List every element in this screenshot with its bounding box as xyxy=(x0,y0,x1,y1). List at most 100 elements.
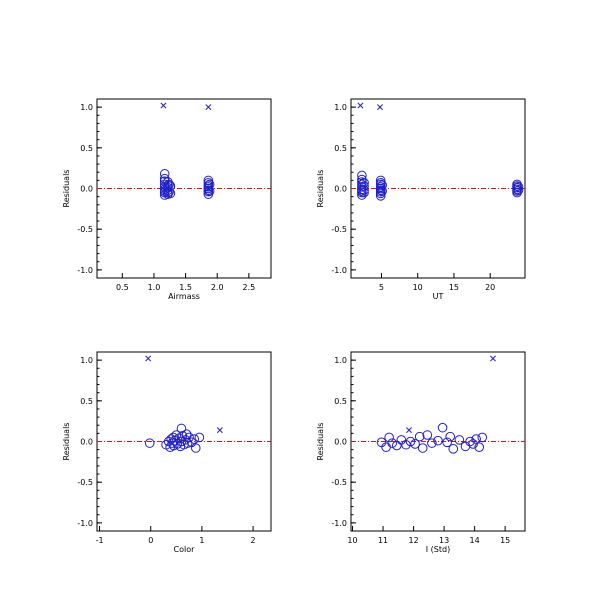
data-point-circle xyxy=(357,174,367,185)
y-tick-label: 1.0 xyxy=(334,356,347,365)
y-tick-label: 0.0 xyxy=(80,185,93,194)
y-tick-label: 0.0 xyxy=(334,438,347,447)
data-point-circle xyxy=(176,423,187,434)
data-point-cross xyxy=(145,355,152,362)
x-tick-label: 15 xyxy=(449,283,459,292)
y-tick-label: -0.5 xyxy=(331,225,347,234)
x-tick-label: 2.5 xyxy=(242,283,255,292)
data-point-circle xyxy=(387,438,398,448)
y-tick-label: 1.0 xyxy=(334,103,347,112)
x-axis-label: UT xyxy=(433,292,444,301)
data-point-circle xyxy=(513,185,524,195)
data-point-cross xyxy=(377,104,383,111)
cross-stroke xyxy=(145,355,152,362)
x-tick-label: 15 xyxy=(500,536,510,545)
x-tick-label: 2.0 xyxy=(211,283,224,292)
data-point-circle xyxy=(159,169,170,179)
data-point-circle xyxy=(357,187,367,198)
cross-stroke xyxy=(205,104,212,111)
data-point-circle xyxy=(468,439,478,449)
plot-panel-4: -1.0 -0.5 0.0 0.5 1.0 10 11 12 13 14 15 I (Std) Resi… xyxy=(316,351,526,554)
data-point-circle xyxy=(359,178,369,188)
data-point-circle xyxy=(512,187,522,198)
data-point-circle xyxy=(471,434,481,444)
data-point-circle xyxy=(165,188,176,199)
data-point-circle xyxy=(477,432,488,443)
data-point-circle xyxy=(448,444,459,454)
x-tick-label: 0 xyxy=(148,536,153,545)
x-tick-label: -1 xyxy=(96,536,104,545)
data-point-circle xyxy=(203,186,214,197)
cross-stroke xyxy=(160,102,167,109)
data-point-circle xyxy=(359,185,369,195)
x-axis-label: Color xyxy=(174,545,196,554)
data-point-circle xyxy=(410,439,420,449)
data-point-circle xyxy=(204,186,215,196)
cross-stroke xyxy=(489,355,496,362)
plot-panel-1: -1.0 -0.5 0.0 0.5 1.0 0.5 1.0 1.5 2.0 2.5 Airmass R… xyxy=(62,98,272,301)
x-tick-label: 5 xyxy=(379,283,384,292)
data-point-circle xyxy=(167,438,178,448)
y-tick-label: -0.5 xyxy=(77,225,93,234)
data-point-circle xyxy=(194,432,205,443)
plot-panel-3: -1.0 -0.5 0.0 0.5 1.0 -1 0 1 2 Color Residuals xyxy=(62,351,272,554)
x-axis-label: I (Std) xyxy=(426,545,450,554)
data-point-circle xyxy=(144,438,155,448)
data-point-circle xyxy=(377,180,387,191)
data-point-circle xyxy=(164,179,174,190)
data-point-circle xyxy=(417,443,428,453)
data-point-circle xyxy=(204,179,215,190)
x-tick-label: 20 xyxy=(485,283,495,292)
y-tick-label: 0.5 xyxy=(334,397,347,406)
data-point-circle xyxy=(359,181,369,191)
y-tick-label: 1.0 xyxy=(80,103,93,112)
y-tick-label: -1.0 xyxy=(331,519,347,528)
x-tick-label: 13 xyxy=(439,536,449,545)
y-tick-label: -0.5 xyxy=(77,478,93,487)
data-point-circle xyxy=(164,186,174,197)
y-axis-label: Residuals xyxy=(316,423,325,461)
data-point-circle xyxy=(405,436,416,447)
x-tick-label: 2 xyxy=(251,536,256,545)
cross-stroke xyxy=(377,104,383,111)
data-point-circle xyxy=(377,186,387,196)
data-point-cross xyxy=(216,427,223,434)
data-point-circle xyxy=(357,190,367,200)
y-tick-label: 0.0 xyxy=(80,438,93,447)
data-point-circle xyxy=(474,442,485,452)
data-point-cross xyxy=(205,104,212,111)
x-tick-label: 10 xyxy=(347,536,357,545)
x-tick-label: 1.5 xyxy=(179,283,192,292)
data-point-circle xyxy=(165,181,176,191)
y-axis-label: Residuals xyxy=(62,423,71,461)
y-tick-label: -1.0 xyxy=(331,266,347,275)
x-tick-label: 1 xyxy=(199,536,204,545)
data-point-circle xyxy=(445,431,456,442)
data-point-circle xyxy=(414,431,425,442)
x-axis-label: Airmass xyxy=(168,292,200,301)
cross-stroke xyxy=(406,427,412,434)
data-point-circle xyxy=(189,434,200,444)
data-point-circle xyxy=(427,438,437,448)
y-tick-label: -0.5 xyxy=(331,478,347,487)
y-tick-label: 0.0 xyxy=(334,185,347,194)
y-axis-label: Residuals xyxy=(316,170,325,208)
y-tick-label: 0.5 xyxy=(80,397,93,406)
data-point-circle xyxy=(442,437,452,448)
data-point-circle xyxy=(422,430,433,440)
cross-stroke xyxy=(216,427,223,434)
data-point-circle xyxy=(184,432,194,443)
y-tick-label: 0.5 xyxy=(334,144,347,153)
x-tick-label: 11 xyxy=(378,536,388,545)
y-tick-label: -1.0 xyxy=(77,266,93,275)
data-point-cross xyxy=(357,102,364,109)
data-point-circle xyxy=(359,187,369,198)
data-point-cross xyxy=(489,355,496,362)
data-point-circle xyxy=(190,443,201,453)
y-axis-label: Residuals xyxy=(62,170,71,208)
data-point-circle xyxy=(375,191,386,201)
plot-panel-2: -1.0 -0.5 0.0 0.5 1.0 5 10 15 20 UT Residuals xyxy=(316,98,526,301)
data-point-cross xyxy=(406,427,412,434)
